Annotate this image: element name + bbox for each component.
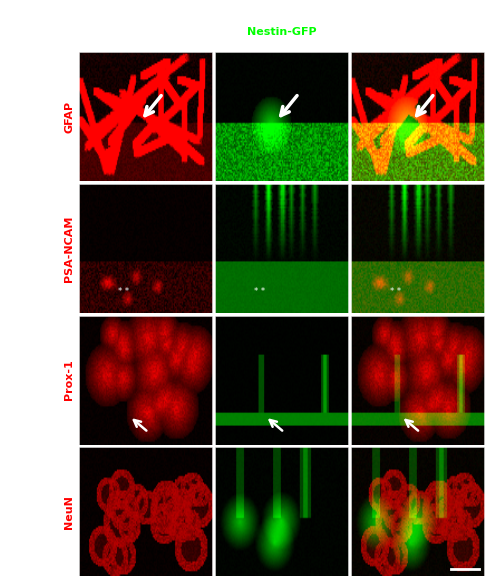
Text: NeuN: NeuN — [64, 495, 74, 528]
Text: PSA-NCAM: PSA-NCAM — [64, 215, 74, 282]
Text: * *: * * — [119, 288, 129, 296]
Text: Merge: Merge — [398, 27, 437, 37]
Text: * *: * * — [390, 288, 401, 296]
Text: GFAP: GFAP — [64, 101, 74, 133]
Text: * *: * * — [254, 288, 265, 296]
Text: Prox-1: Prox-1 — [64, 360, 74, 400]
Text: Nestin-GFP: Nestin-GFP — [247, 27, 316, 37]
